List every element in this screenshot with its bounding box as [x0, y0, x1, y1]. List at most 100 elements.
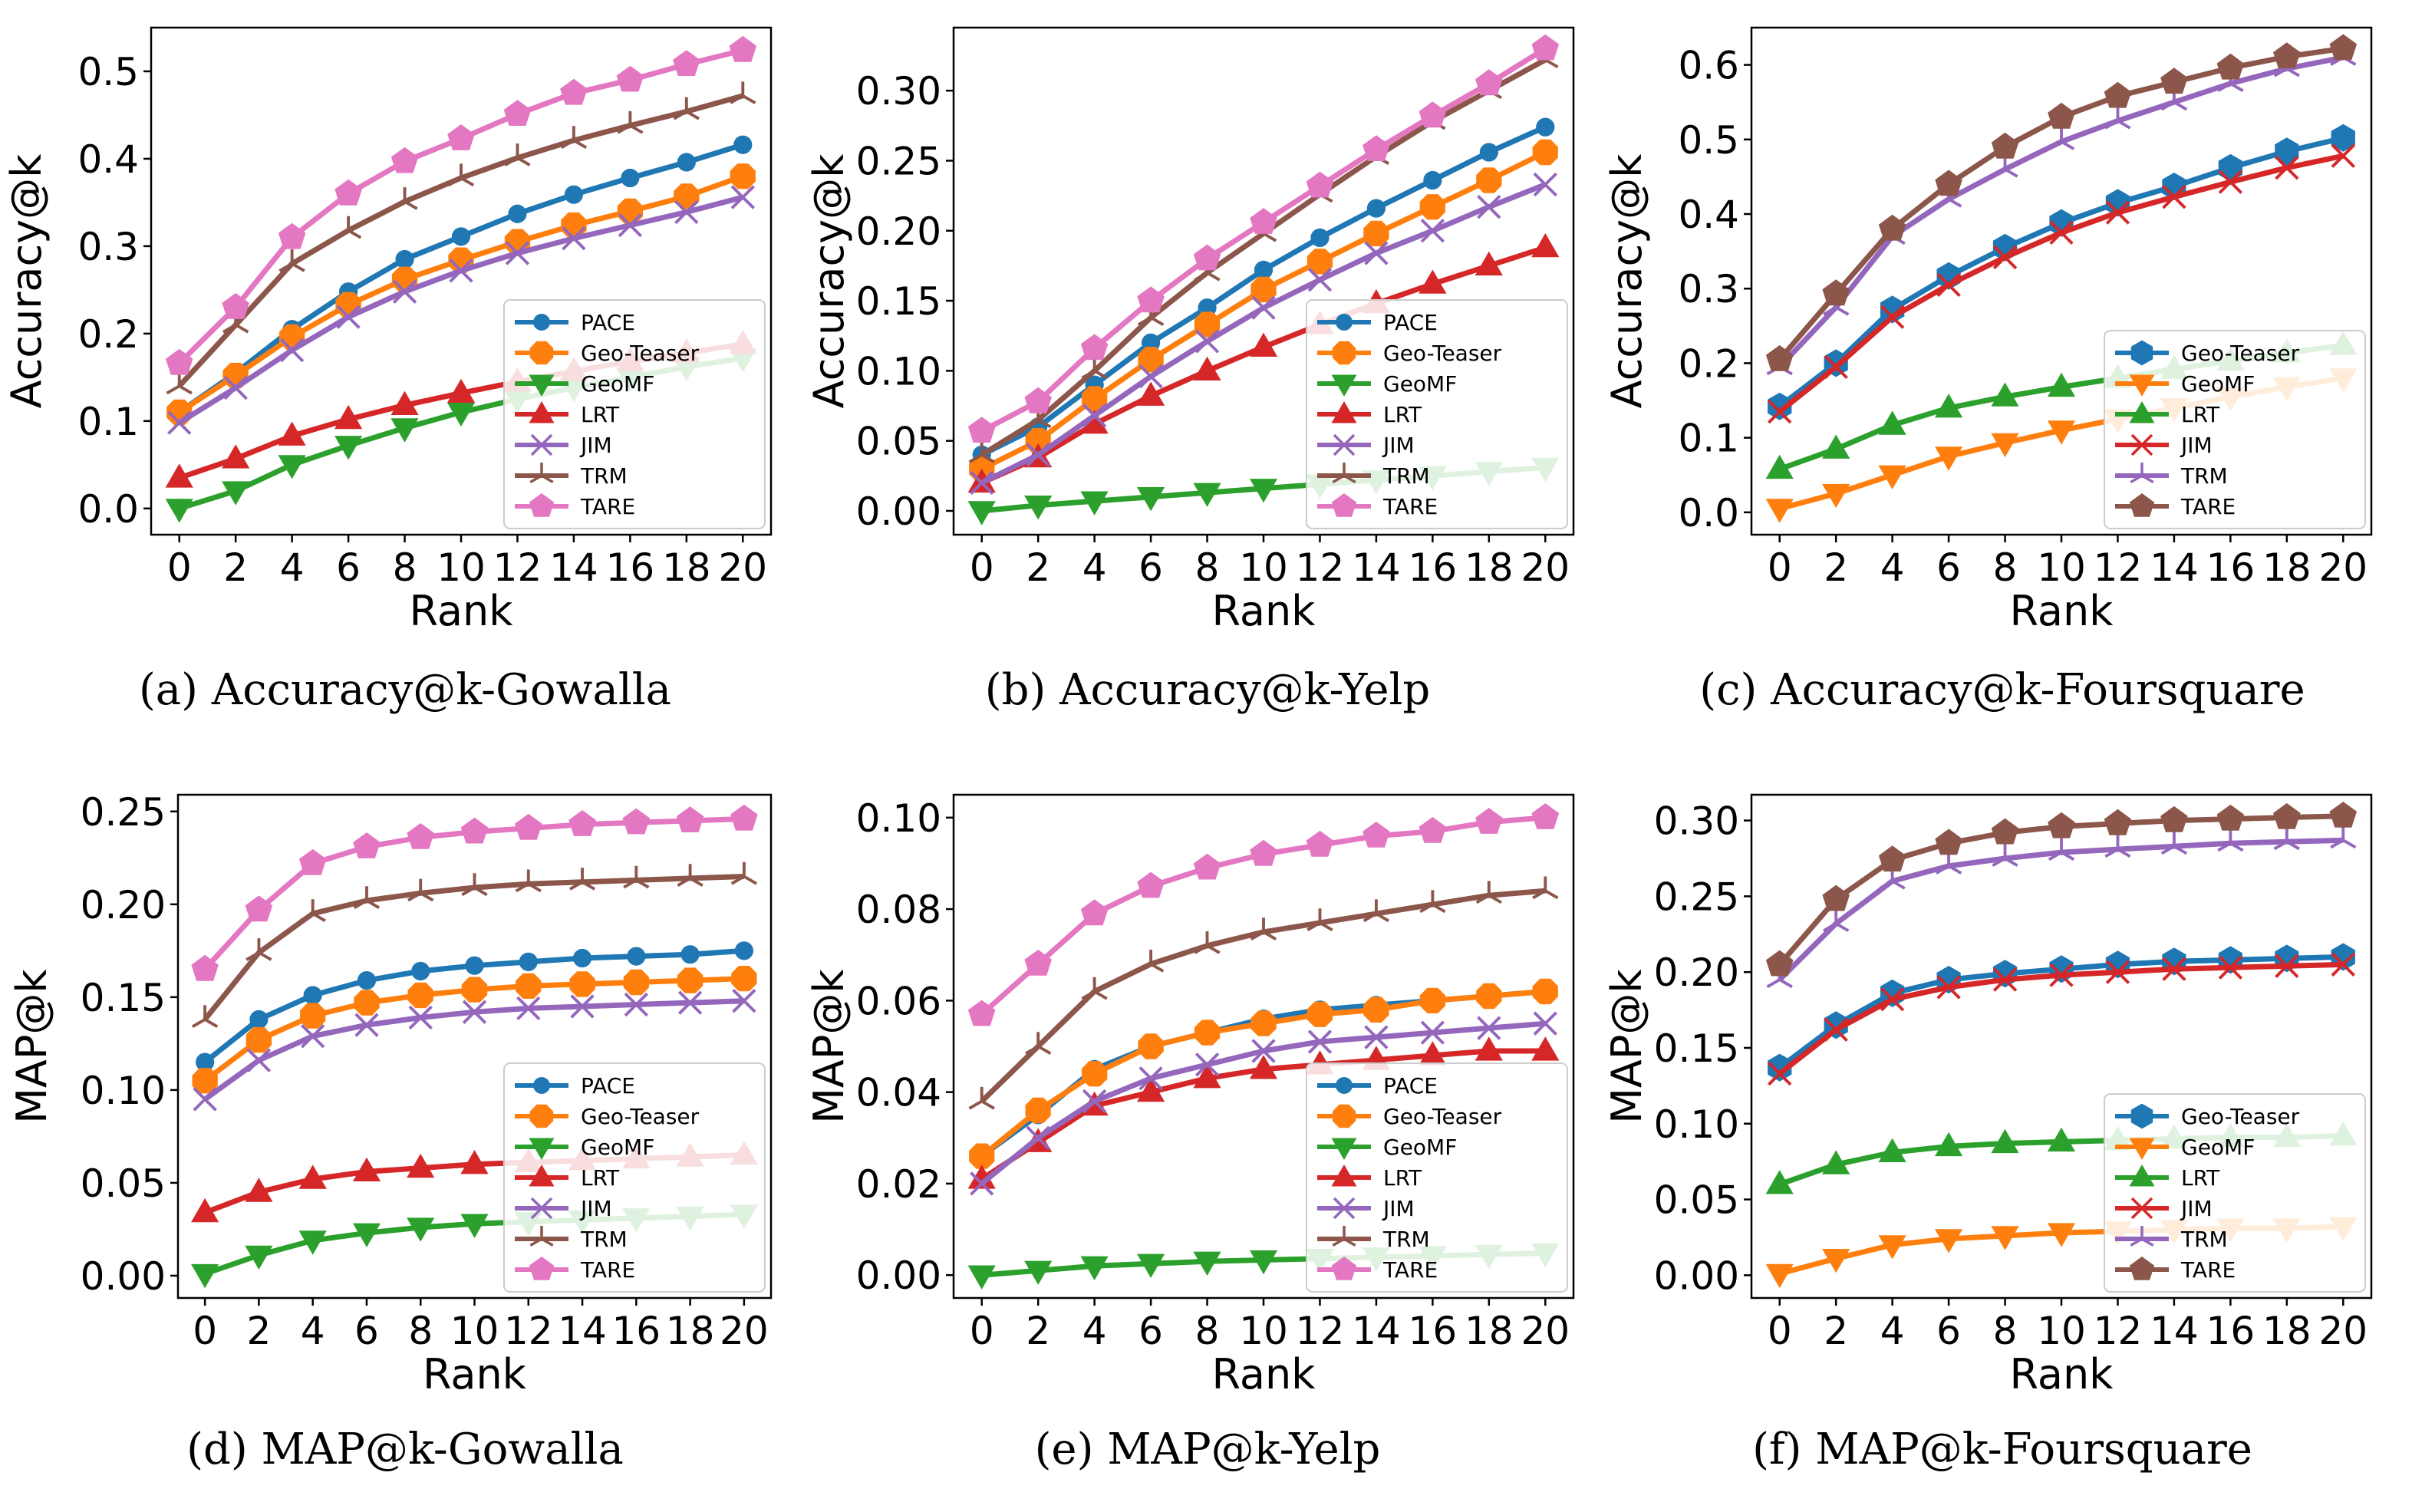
x-tick-b-6: 6 — [1138, 545, 1163, 590]
y-tick-c-0.3: 0.3 — [1678, 267, 1739, 311]
legend-marker-d-geo-teaser — [529, 1104, 554, 1128]
point-a-lrt-0 — [165, 463, 193, 488]
point-e-trm-4 — [1081, 977, 1108, 1000]
point-e-geo-teaser-2 — [1025, 1097, 1051, 1124]
point-c-jim-4 — [1880, 305, 1905, 329]
legend-marker-d-geomf — [529, 1138, 555, 1160]
panel-b: 0 2 4 6 8 10 12 14 16 18 20 0.00 0.05 0.10 0.15 0.20 0.2… — [805, 26, 1575, 635]
legend-label-b-lrt: LRT — [1383, 402, 1422, 427]
point-a-pace-12 — [508, 204, 527, 223]
point-c-geomf-10 — [2047, 420, 2076, 445]
y-tick-e-0.04: 0.04 — [856, 1071, 941, 1115]
point-e-geo-teaser-0 — [969, 1143, 995, 1169]
x-tick-e-10: 10 — [1239, 1309, 1288, 1353]
x-tick-f-0: 0 — [1768, 1309, 1792, 1353]
point-f-geomf-2 — [1822, 1249, 1850, 1273]
point-b-lrt-8 — [1193, 356, 1221, 380]
y-tick-a-0.1: 0.1 — [77, 400, 139, 444]
x-tick-f-4: 4 — [1880, 1309, 1905, 1353]
point-d-geo-teaser-18 — [677, 967, 704, 993]
point-c-tare-10 — [2048, 102, 2075, 129]
legend-marker-d-trm — [529, 1226, 554, 1247]
point-d-lrt-4 — [298, 1164, 327, 1189]
point-b-tare-4 — [1080, 334, 1109, 361]
y-tick-f-0.20: 0.20 — [1654, 950, 1739, 995]
point-b-lrt-18 — [1475, 251, 1503, 276]
point-d-tare-4 — [298, 848, 327, 875]
point-e-jim-2 — [1026, 1125, 1050, 1150]
x-tick-a-16: 16 — [606, 545, 655, 590]
x-tick-d-18: 18 — [666, 1309, 715, 1353]
point-f-jim-18 — [2275, 954, 2299, 978]
caption-a: (a) Accuracy@k-Gowalla — [139, 665, 671, 715]
y-tick-c-0.2: 0.2 — [1678, 341, 1739, 386]
point-c-trm-12 — [2104, 106, 2131, 130]
legend-marker-c-trm — [2130, 463, 2154, 484]
legend-d: PACE Geo-Teaser GeoMF LRT JIM TRM TARE — [503, 1062, 766, 1293]
point-d-geo-teaser-4 — [300, 1003, 326, 1029]
x-tick-e-8: 8 — [1195, 1309, 1220, 1353]
point-d-jim-12 — [516, 996, 541, 1021]
point-e-trm-2 — [1025, 1032, 1052, 1055]
point-b-geo-teaser-16 — [1419, 194, 1445, 220]
point-d-lrt-8 — [407, 1153, 435, 1178]
point-a-tare-8 — [390, 147, 419, 173]
point-f-tare-20 — [2329, 802, 2358, 828]
point-c-lrt-4 — [1878, 410, 1906, 435]
x-tick-b-14: 14 — [1352, 545, 1401, 590]
point-d-geomf-4 — [298, 1230, 327, 1255]
panel-c: 0 2 4 6 8 10 12 14 16 18 20 0.0 0.1 0.2 0.3 0.4 0.5 0.6 Ra… — [1603, 26, 2373, 635]
point-a-tare-12 — [503, 100, 532, 126]
point-b-tare-6 — [1137, 286, 1165, 313]
point-d-pace-6 — [357, 970, 377, 990]
point-f-jim-14 — [2162, 957, 2186, 981]
x-tick-c-16: 16 — [2206, 545, 2255, 590]
point-d-lrt-0 — [191, 1197, 219, 1223]
x-axis-label-d: Rank — [423, 1350, 527, 1398]
x-tick-b-12: 12 — [1296, 545, 1345, 590]
line-c-tare — [1778, 45, 2344, 361]
x-tick-b-20: 20 — [1521, 545, 1570, 590]
point-d-geomf-6 — [352, 1223, 381, 1247]
point-a-tare-2 — [222, 293, 249, 319]
point-f-geomf-10 — [2047, 1223, 2076, 1247]
x-tick-e-20: 20 — [1521, 1309, 1570, 1353]
point-c-tare-4 — [1878, 214, 1906, 241]
point-f-tare-16 — [2216, 804, 2245, 831]
point-b-lrt-16 — [1419, 269, 1447, 294]
point-b-tare-18 — [1475, 69, 1503, 96]
point-d-tare-18 — [676, 806, 704, 832]
point-f-lrt-4 — [1878, 1138, 1906, 1162]
legend-label-b-geomf: GeoMF — [1383, 371, 1457, 397]
point-e-geomf-4 — [1080, 1256, 1109, 1280]
x-tick-e-14: 14 — [1352, 1309, 1401, 1353]
caption-e: (e) MAP@k-Yelp — [1035, 1425, 1381, 1474]
point-c-jim-20 — [2331, 143, 2355, 168]
point-e-trm-16 — [1419, 890, 1446, 914]
point-b-jim-20 — [1533, 172, 1557, 197]
x-tick-c-4: 4 — [1880, 545, 1905, 590]
point-e-geo-teaser-8 — [1194, 1020, 1221, 1046]
x-tick-b-2: 2 — [1026, 545, 1050, 590]
x-tick-b-8: 8 — [1195, 545, 1220, 590]
point-a-trm-10 — [447, 163, 475, 187]
x-tick-c-10: 10 — [2037, 545, 2086, 590]
legend-label-b-pace: PACE — [1383, 310, 1438, 335]
point-e-geo-teaser-16 — [1419, 987, 1445, 1013]
point-d-trm-10 — [461, 873, 488, 897]
point-e-trm-0 — [968, 1086, 995, 1110]
panel-f: 0 2 4 6 8 10 12 14 16 18 20 0.00 0.05 0.10 0.15 0.20 0.2… — [1603, 793, 2373, 1398]
caption-c: (c) Accuracy@k-Foursquare — [1699, 665, 2305, 715]
point-e-geo-teaser-10 — [1250, 1010, 1277, 1036]
legend-a: PACE Geo-Teaser GeoMF LRT JIM TRM TARE — [503, 299, 766, 529]
point-a-tare-18 — [673, 50, 700, 76]
legend-marker-d-pace — [533, 1077, 550, 1094]
point-f-tare-18 — [2273, 802, 2301, 829]
point-e-lrt-16 — [1419, 1041, 1447, 1066]
x-tick-a-8: 8 — [393, 545, 417, 590]
y-tick-d-0.05: 0.05 — [81, 1161, 166, 1206]
point-a-pace-20 — [733, 135, 753, 154]
point-e-tare-14 — [1363, 822, 1390, 848]
point-f-trm-10 — [2048, 838, 2075, 861]
